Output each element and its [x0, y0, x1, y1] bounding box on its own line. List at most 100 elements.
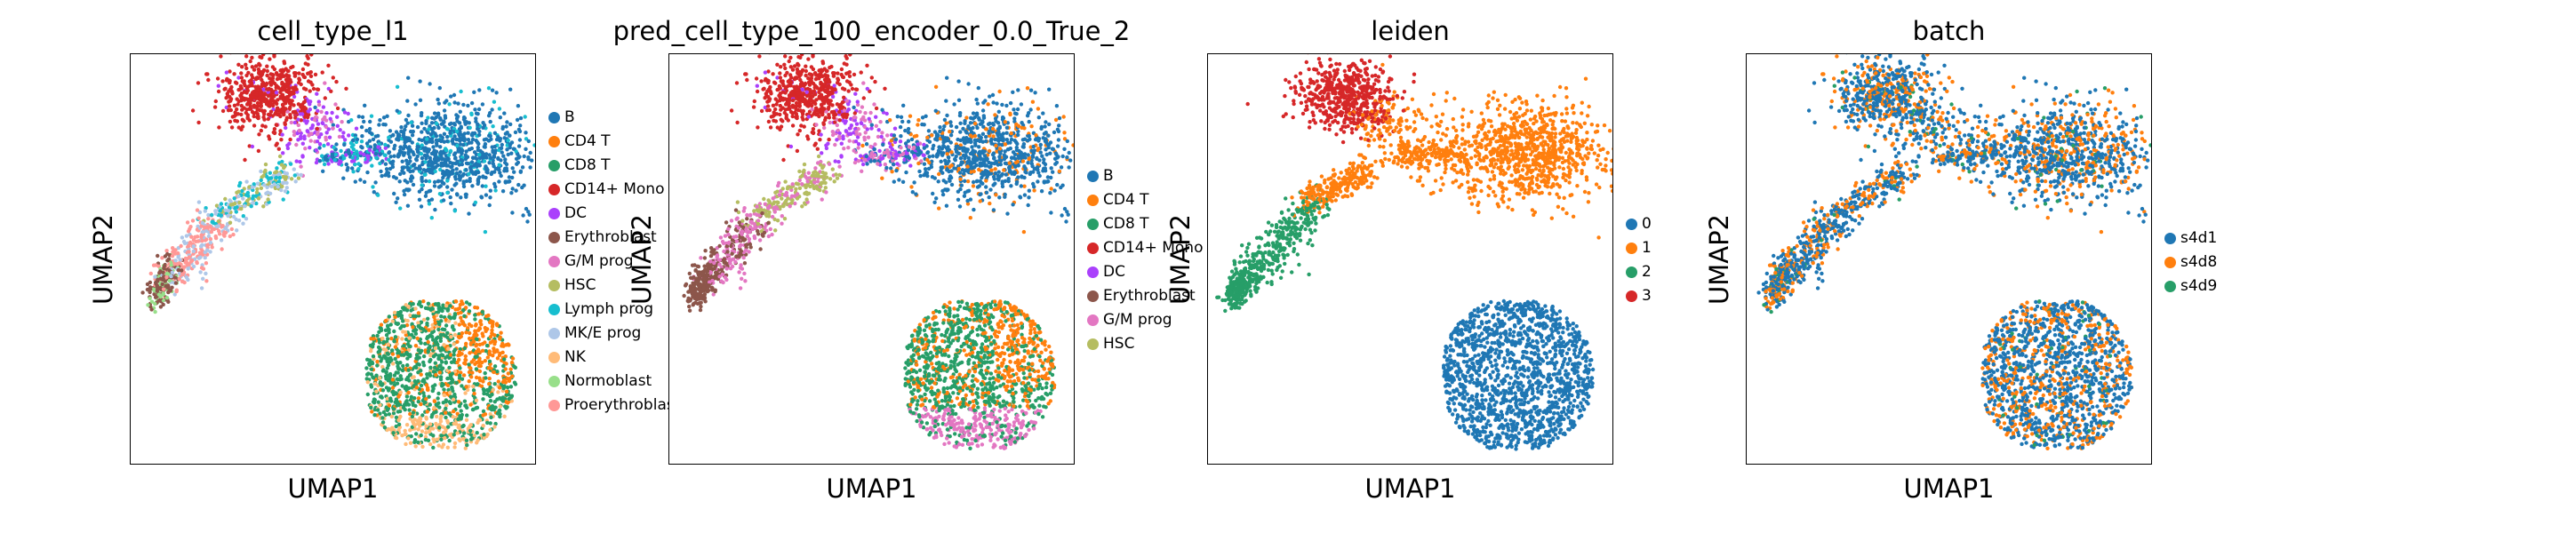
scatter-point [342, 142, 347, 147]
scatter-point [828, 177, 833, 181]
scatter-point [257, 71, 262, 76]
scatter-point [449, 121, 453, 126]
scatter-point [265, 73, 269, 78]
scatter-point [299, 105, 303, 109]
scatter-point [376, 400, 380, 404]
scatter-point [326, 86, 331, 91]
scatter-point [411, 302, 415, 306]
scatter-point [466, 162, 470, 166]
scatter-point [432, 111, 437, 115]
scatter-point [468, 330, 472, 336]
scatter-point [463, 358, 468, 362]
scatter-point [445, 179, 450, 183]
scatter-point [944, 362, 948, 368]
scatter-point [378, 161, 382, 166]
scatter-point [467, 309, 472, 314]
scatter-point [367, 358, 372, 362]
scatter-point [427, 179, 432, 184]
scatter-point [216, 89, 221, 94]
scatter-point [444, 410, 448, 415]
scatter-point [437, 138, 443, 143]
scatter-point [244, 179, 249, 184]
scatter-point [386, 342, 390, 346]
scatter-point [497, 179, 501, 184]
scatter-point [454, 181, 459, 186]
scatter-point [356, 167, 361, 171]
scatter-point [429, 326, 435, 331]
scatter-point [282, 61, 287, 66]
legend-label: B [564, 108, 575, 126]
scatter-point [898, 124, 903, 130]
scatter-point [226, 209, 231, 213]
scatter-point [471, 384, 476, 389]
scatter-point [245, 84, 251, 89]
scatter-point [371, 354, 376, 359]
scatter-point [324, 118, 329, 123]
scatter-point [153, 274, 157, 279]
scatter-point [228, 198, 232, 203]
scatter-point [309, 54, 314, 57]
scatter-point [444, 406, 448, 411]
scatter-point [353, 163, 357, 167]
legend-marker [548, 231, 560, 243]
scatter-point [439, 437, 444, 442]
scatter-point [421, 299, 426, 304]
scatter-point [319, 109, 324, 115]
scatter-point [296, 176, 301, 180]
scatter-point [431, 370, 436, 374]
scatter-point [507, 393, 511, 397]
legend-marker [548, 327, 560, 339]
scatter-point [162, 266, 166, 271]
scatter-point [426, 339, 430, 345]
scatter-point [470, 370, 475, 375]
scatter-point [457, 437, 461, 442]
scatter-point [315, 91, 319, 96]
scatter-point [503, 367, 508, 371]
scatter-point [280, 132, 284, 137]
scatter-point [228, 234, 232, 239]
scatter-point [417, 420, 421, 425]
scatter-point [523, 115, 527, 119]
scatter-point [439, 314, 444, 319]
scatter-point [530, 158, 534, 163]
scatter-point [415, 147, 420, 152]
scatter-point [419, 383, 424, 388]
scatter-point [465, 442, 469, 448]
scatter-point [349, 118, 354, 123]
scatter-point [459, 310, 463, 314]
scatter-point [475, 431, 479, 435]
scatter-point [146, 303, 150, 307]
scatter-point [420, 429, 425, 434]
scatter-point [438, 149, 444, 155]
scatter-point [381, 410, 386, 415]
scatter-point [474, 375, 479, 380]
scatter-point [253, 76, 259, 82]
scatter-point [502, 414, 507, 418]
scatter-point [1052, 130, 1057, 135]
scatter-point [341, 176, 346, 180]
scatter-point [461, 184, 467, 189]
scatter-point [1028, 328, 1033, 332]
scatter-point [490, 404, 495, 409]
scatter-point [371, 376, 376, 380]
scatter-point [534, 161, 535, 163]
scatter-point [252, 123, 257, 128]
scatter-point [220, 108, 226, 114]
scatter-point [327, 135, 332, 139]
scatter-point [474, 116, 478, 121]
scatter-point [484, 170, 489, 174]
scatter-point [450, 325, 455, 330]
scatter-point [991, 380, 996, 385]
scatter-point [474, 139, 478, 143]
scatter-point [371, 185, 375, 189]
scatter-point [466, 138, 471, 142]
scatter-point [227, 104, 232, 108]
scatter-point [370, 410, 374, 414]
scatter-point [412, 423, 417, 427]
scatter-point [975, 378, 980, 383]
scatter-point [297, 76, 301, 81]
scatter-point [437, 308, 443, 313]
scatter-point [492, 400, 497, 404]
scatter-point [156, 253, 160, 259]
scatter-point [472, 90, 476, 94]
